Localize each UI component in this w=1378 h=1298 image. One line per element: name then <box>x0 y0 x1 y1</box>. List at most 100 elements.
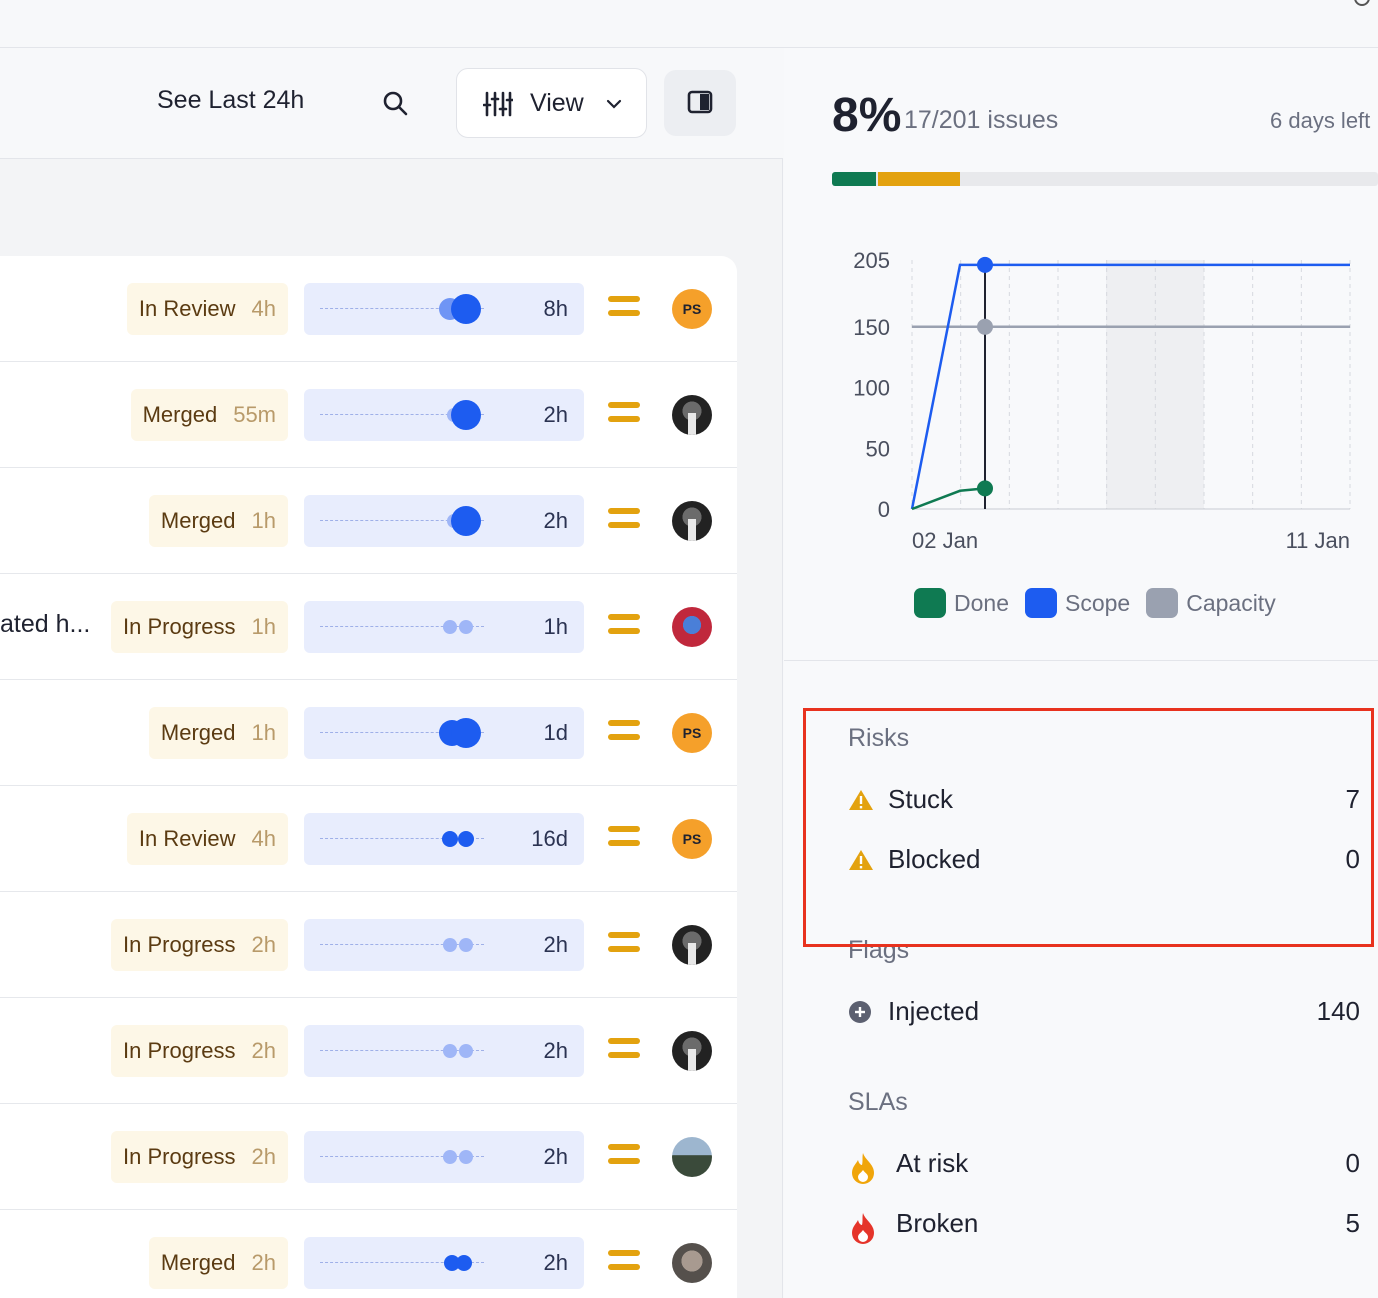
issue-title[interactable]: ated h... <box>0 610 91 638</box>
flame-icon <box>852 1153 874 1184</box>
avatar[interactable] <box>672 1137 712 1177</box>
cycle-time-track[interactable]: 16d <box>304 813 584 865</box>
chart-legend: Done Scope Capacity <box>914 588 1276 618</box>
table-row[interactable]: In Review 4h 8h PS <box>0 256 737 362</box>
toggle-sidebar-button[interactable] <box>664 70 736 136</box>
priority-medium-icon[interactable] <box>608 508 640 534</box>
search-icon[interactable] <box>1354 0 1370 6</box>
cycle-time-track[interactable]: 2h <box>304 1131 584 1183</box>
timeline-dots <box>439 294 481 324</box>
priority-medium-icon[interactable] <box>608 402 640 428</box>
capacity-point <box>977 318 993 335</box>
avatar[interactable] <box>672 1243 712 1283</box>
status-badge[interactable]: In Progress 2h <box>111 1131 288 1183</box>
risk-blocked[interactable]: Blocked 0 <box>848 844 1360 880</box>
legend-label: Scope <box>1064 589 1131 616</box>
table-row[interactable]: Merged 1h 1d PS <box>0 680 737 786</box>
table-row[interactable]: Merged 1h 2h <box>0 468 737 574</box>
timeline-dots <box>444 1255 472 1271</box>
view-button[interactable]: View <box>456 68 647 138</box>
timeline-dots <box>443 1150 473 1164</box>
cycle-time-track[interactable]: 8h <box>304 283 584 335</box>
avatar[interactable]: PS <box>672 819 712 859</box>
priority-medium-icon[interactable] <box>608 1144 640 1170</box>
legend-item[interactable]: Scope <box>1024 588 1131 618</box>
table-row[interactable]: In Progress 2h 2h <box>0 998 737 1104</box>
priority-medium-icon[interactable] <box>608 296 640 322</box>
timeline-dots <box>447 506 481 536</box>
status-badge[interactable]: Merged 2h <box>148 1237 288 1289</box>
priority-medium-icon[interactable] <box>608 932 640 958</box>
risk-stuck[interactable]: Stuck 7 <box>848 784 1360 820</box>
status-badge[interactable]: Merged 55m <box>130 389 288 441</box>
cycle-time-track[interactable]: 2h <box>304 1237 584 1289</box>
status-time: 1h <box>251 614 276 639</box>
table-row[interactable]: In Review 4h 16d PS <box>0 786 737 892</box>
legend-item[interactable]: Capacity <box>1146 588 1276 618</box>
priority-medium-icon[interactable] <box>608 1038 640 1064</box>
search-icon[interactable] <box>382 90 408 116</box>
sla-broken[interactable]: Broken 5 <box>848 1208 1360 1244</box>
status-label: In Progress <box>123 614 236 639</box>
cycle-time-track[interactable]: 1h <box>304 601 584 653</box>
priority-medium-icon[interactable] <box>608 826 640 852</box>
metric-label: At risk <box>896 1148 969 1178</box>
status-label: In Review <box>138 826 236 851</box>
flag-injected[interactable]: Injected 140 <box>848 996 1360 1032</box>
avatar[interactable] <box>672 501 712 541</box>
status-time: 1h <box>251 508 276 533</box>
table-row[interactable]: In Progress 2h 2h <box>0 1104 737 1210</box>
duration: 2h <box>543 1250 568 1275</box>
avatar[interactable]: PS <box>672 289 712 329</box>
table-row[interactable]: Merged 2h 2h <box>0 1210 737 1298</box>
y-tick-label: 50 <box>866 436 890 461</box>
divider <box>784 660 1378 661</box>
duration: 2h <box>543 402 568 427</box>
status-badge[interactable]: In Review 4h <box>126 283 288 335</box>
see-last-button[interactable]: See Last 24h <box>157 86 305 114</box>
duration: 2h <box>543 932 568 957</box>
issues-panel: See Last 24h View <box>0 48 783 1298</box>
status-badge[interactable]: Merged 1h <box>148 707 288 759</box>
status-badge[interactable]: In Review 4h <box>126 813 288 865</box>
chevron-down-icon <box>606 99 622 109</box>
priority-medium-icon[interactable] <box>608 720 640 746</box>
timeline-dashes <box>320 414 484 415</box>
metric-value: 0 <box>1345 844 1360 874</box>
y-tick-label: 0 <box>878 497 890 522</box>
legend-item[interactable]: Done <box>914 588 1009 618</box>
timeline-dashes <box>320 1050 484 1051</box>
progress-done <box>832 172 876 186</box>
cycle-time-track[interactable]: 1d <box>304 707 584 759</box>
avatar[interactable] <box>672 925 712 965</box>
avatar[interactable] <box>672 1031 712 1071</box>
sla-at-risk[interactable]: At risk 0 <box>848 1148 1360 1184</box>
slas-title: SLAs <box>848 1088 908 1116</box>
priority-medium-icon[interactable] <box>608 614 640 640</box>
table-row[interactable]: Merged 55m 2h <box>0 362 737 468</box>
duration: 1d <box>543 720 568 745</box>
cycle-time-track[interactable]: 2h <box>304 919 584 971</box>
legend-swatch <box>1146 588 1179 618</box>
table-row[interactable]: In Progress 2h 2h <box>0 892 737 998</box>
status-time: 2h <box>251 1038 276 1063</box>
status-badge[interactable]: In Progress 2h <box>111 1025 288 1077</box>
metric-value: 0 <box>1345 1148 1360 1178</box>
priority-medium-icon[interactable] <box>608 1250 640 1276</box>
avatar[interactable] <box>672 395 712 435</box>
cycle-time-track[interactable]: 2h <box>304 495 584 547</box>
status-badge[interactable]: Merged 1h <box>148 495 288 547</box>
avatar[interactable]: PS <box>672 713 712 753</box>
status-time: 2h <box>251 1144 276 1169</box>
avatar[interactable] <box>672 607 712 647</box>
timeline-dashes <box>320 626 484 627</box>
x-tick-label: 11 Jan <box>1286 528 1350 553</box>
table-row[interactable]: ated h... In Progress 1h 1h <box>0 574 737 680</box>
status-badge[interactable]: In Progress 1h <box>111 601 288 653</box>
timeline-dashes <box>320 1262 484 1263</box>
timeline-dashes <box>320 520 484 521</box>
status-badge[interactable]: In Progress 2h <box>111 919 288 971</box>
cycle-time-track[interactable]: 2h <box>304 1025 584 1077</box>
cycle-time-track[interactable]: 2h <box>304 389 584 441</box>
x-tick-label: 02 Jan <box>912 528 978 553</box>
